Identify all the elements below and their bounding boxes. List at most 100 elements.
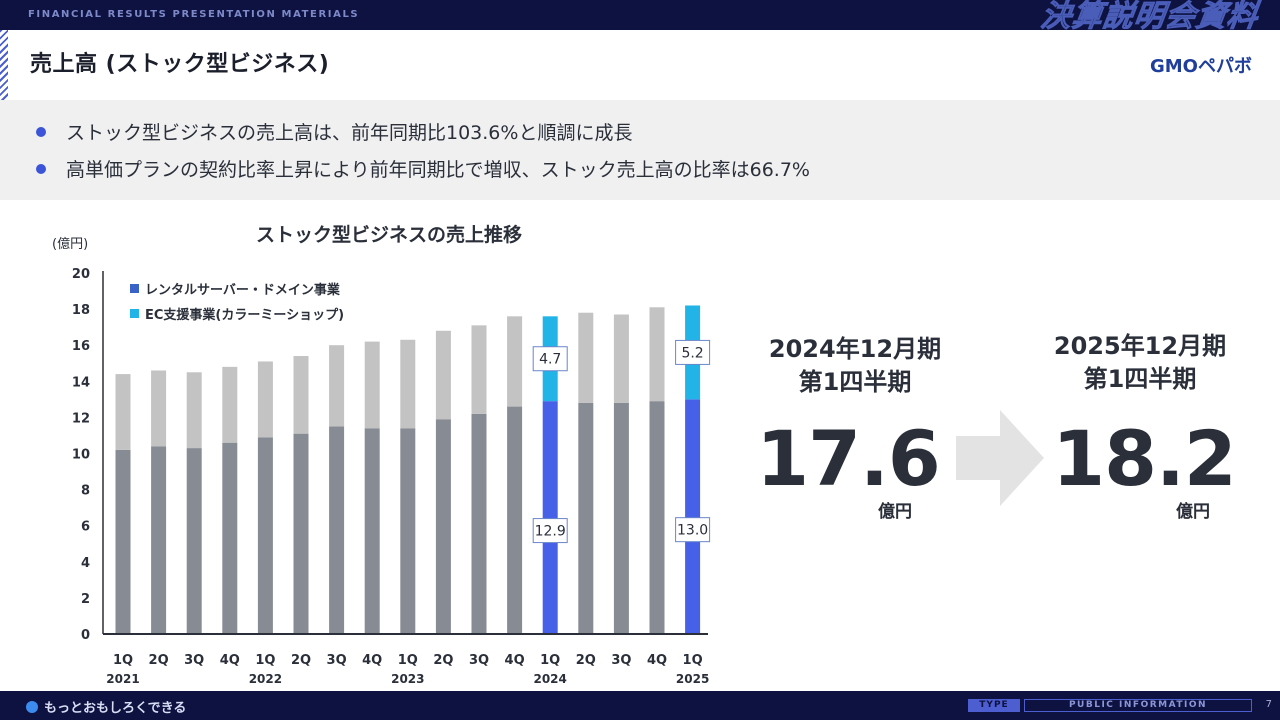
period-quarter: 第1四半期 <box>798 368 912 396</box>
bar-ec <box>364 341 380 429</box>
x-tick-label: 3Q <box>469 653 489 668</box>
bar-ec <box>471 325 487 414</box>
summary-band <box>0 100 1280 200</box>
page-number: 7 <box>1265 699 1272 710</box>
bar-rental <box>293 433 309 634</box>
legend-item-ec: EC支援事業(カラーミーショップ) <box>130 304 344 323</box>
x-tick-label: 4Q <box>505 653 525 668</box>
bar-rental <box>257 437 273 634</box>
bar-ec <box>613 314 629 403</box>
company-logo: GMOペパボ <box>1150 56 1252 77</box>
footer-bar: もっとおもしろくできる TYPE PUBLIC INFORMATION 7 <box>0 691 1280 720</box>
x-tick-label: 1Q <box>113 653 133 668</box>
bar-ec <box>435 330 451 420</box>
bar-ec <box>257 361 273 438</box>
bar-rental <box>685 399 701 634</box>
data-label-box <box>675 339 711 365</box>
bar-rental <box>542 401 558 634</box>
bar-rental <box>578 402 594 634</box>
comparison-period-before: 2024年12月期 第1四半期 <box>735 333 975 399</box>
tagline-text: もっとおもしろくできる <box>44 701 187 716</box>
comparison-period-after: 2025年12月期 第1四半期 <box>1020 330 1260 396</box>
legend-swatch <box>130 284 139 293</box>
document-label: FINANCIAL RESULTS PRESENTATION MATERIALS <box>28 9 360 20</box>
x-tick-label: 1Q <box>398 653 418 668</box>
legend-label: レンタルサーバー・ドメイン事業 <box>145 283 340 298</box>
year-label: 2025 <box>676 672 709 686</box>
y-tick-label: 18 <box>72 303 90 318</box>
data-label: 13.0 <box>677 523 708 539</box>
sales-bar-chart: 0 2 4 6 8 10 12 14 16 18 20 1Q 2Q 3Q 4Q 1Q 2Q 3Q 4Q 1Q 2Q 3Q 4… <box>72 267 711 686</box>
bar-ec <box>293 356 309 434</box>
bar-rental <box>471 413 487 634</box>
comparison-unit-before: 億円 <box>878 502 912 522</box>
bar-rental <box>222 442 238 634</box>
x-tick-label: 2Q <box>576 653 596 668</box>
period-quarter: 第1四半期 <box>1083 365 1197 393</box>
x-tick-label: 4Q <box>647 653 667 668</box>
year-label: 2023 <box>391 672 424 686</box>
year-label: 2022 <box>249 672 282 686</box>
year-label: 2021 <box>106 672 139 686</box>
y-tick-label: 6 <box>81 520 90 535</box>
bar-ec <box>222 366 238 443</box>
data-label: 4.7 <box>539 352 561 368</box>
chart-title: ストック型ビジネスの売上推移 <box>256 224 523 246</box>
bullet-dot-icon <box>36 163 46 174</box>
bar-ec <box>151 370 167 447</box>
summary-bullet: 高単価プランの契約比率上昇により前年同期比で増収、ストック売上高の比率は66.7… <box>36 155 810 182</box>
y-tick-label: 12 <box>72 411 90 426</box>
bar-rental <box>115 449 131 634</box>
data-label: 5.2 <box>681 345 703 361</box>
bar-ec <box>507 316 523 407</box>
y-axis-unit-label: (億円) <box>52 237 89 252</box>
period-year: 2024年12月期 <box>768 335 942 363</box>
arrow-right-icon <box>956 410 1044 506</box>
comparison-value-after: 18.2 <box>1052 414 1237 503</box>
data-label-box <box>532 346 568 372</box>
data-label-box <box>675 517 711 543</box>
period-year: 2025年12月期 <box>1053 332 1227 360</box>
page-title: 売上高 (ストック型ビジネス) <box>30 52 330 77</box>
speech-bubble-icon <box>26 700 38 713</box>
bar-ec <box>115 374 131 450</box>
bar-rental <box>329 426 345 634</box>
data-label: 12.9 <box>535 524 566 540</box>
bar-rental <box>186 448 202 634</box>
type-value: PUBLIC INFORMATION <box>1024 699 1252 712</box>
bar-ec <box>329 345 345 427</box>
bar-rental <box>507 406 523 634</box>
slide-header: 売上高 (ストック型ビジネス) GMOペパボ <box>0 30 1280 100</box>
summary-bullet-text: 高単価プランの契約比率上昇により前年同期比で増収、ストック売上高の比率は66.7… <box>66 159 810 181</box>
y-tick-label: 10 <box>72 448 90 463</box>
legend-label: EC支援事業(カラーミーショップ) <box>145 308 345 323</box>
bar-rental <box>400 428 416 634</box>
bar-ec <box>649 307 665 402</box>
x-tick-label: 1Q <box>255 653 275 668</box>
legend-swatch <box>130 309 139 318</box>
x-tick-label: 3Q <box>184 653 204 668</box>
x-tick-label: 3Q <box>611 653 631 668</box>
x-tick-label: 2Q <box>149 653 169 668</box>
x-tick-label: 3Q <box>327 653 347 668</box>
year-label: 2024 <box>533 672 566 686</box>
bar-rental <box>649 401 665 634</box>
x-tick-label: 1Q <box>540 653 560 668</box>
bar-ec <box>400 339 416 429</box>
x-tick-label: 4Q <box>220 653 240 668</box>
y-tick-label: 2 <box>81 592 90 607</box>
top-bar: FINANCIAL RESULTS PRESENTATION MATERIALS… <box>0 0 1280 35</box>
bar-rental <box>435 419 451 634</box>
bar-rental <box>151 446 167 634</box>
summary-bullet-text: ストック型ビジネスの売上高は、前年同期比103.6%と順調に成長 <box>66 122 633 144</box>
bar-rental <box>364 428 380 634</box>
summary-bullet: ストック型ビジネスの売上高は、前年同期比103.6%と順調に成長 <box>36 118 632 145</box>
x-tick-label: 1Q <box>683 653 703 668</box>
document-title: 決算説明会資料 <box>1038 0 1261 35</box>
header-accent-stripe <box>0 30 8 100</box>
y-tick-label: 4 <box>81 556 90 571</box>
legend-item-rental: レンタルサーバー・ドメイン事業 <box>130 279 340 298</box>
comparison-value-before: 17.6 <box>756 414 941 503</box>
data-label-box <box>532 518 568 544</box>
footer-tagline: もっとおもしろくできる <box>26 697 186 716</box>
